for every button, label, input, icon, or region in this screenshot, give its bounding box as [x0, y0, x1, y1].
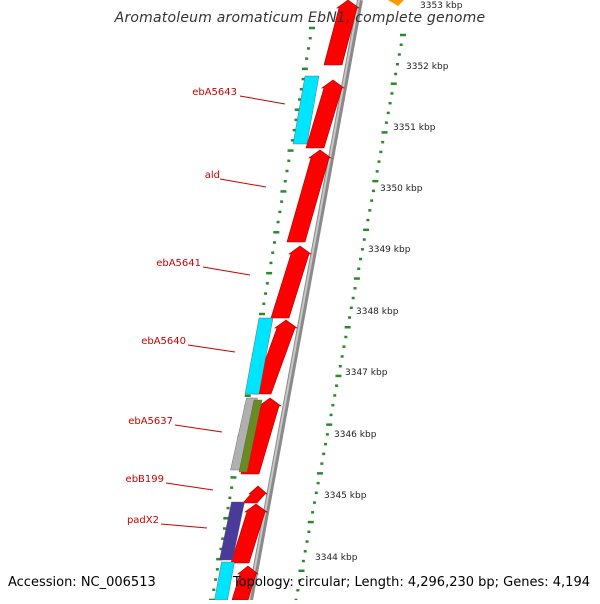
scale-label: 3345 kbp [324, 491, 367, 501]
reverse-cds-block [238, 399, 263, 473]
gene-label: ebB199 [126, 474, 164, 485]
gene-label: padX2 [127, 515, 159, 526]
gene-label: ald [205, 170, 220, 181]
reverse-cds-block [292, 75, 320, 145]
scale-label: 3344 kbp [315, 553, 358, 563]
forward-cds-arrow [323, 0, 360, 66]
gene-label: ebA5643 [192, 87, 237, 98]
gene-leader-line [165, 482, 214, 491]
scale-label: 3347 kbp [345, 368, 388, 378]
reverse-cds-block [219, 501, 245, 561]
forward-cds-arrow [252, 319, 298, 395]
gene-label: ebA5637 [128, 416, 173, 427]
scale-label: 3346 kbp [334, 430, 377, 440]
forward-cds-arrow [270, 245, 312, 319]
scale-label: 3350 kbp [380, 184, 423, 194]
forward-cds-arrow [286, 149, 332, 243]
gene-leader-line [239, 95, 286, 105]
scale-label: 3348 kbp [356, 307, 399, 317]
gene-label: ebA5641 [156, 258, 201, 269]
forward-cds-arrow [230, 503, 268, 564]
scale-label: 3351 kbp [393, 123, 436, 133]
accession-text: Accession: NC_006513 [8, 575, 156, 590]
gene-leader-line [160, 523, 208, 529]
reverse-cds-block [214, 561, 235, 601]
scale-label: 3353 kbp [420, 1, 463, 11]
gene-leader-line [219, 178, 267, 188]
forward-cds-arrow [242, 485, 268, 504]
gene-leader-line [202, 266, 251, 276]
orange-feature [388, 0, 404, 6]
scale-label: 3352 kbp [406, 62, 449, 72]
gene-label: ebA5640 [141, 336, 186, 347]
genome-title: Aromatoleum aromaticum EbN1, complete ge… [114, 10, 486, 26]
forward-cds-arrow [305, 79, 345, 149]
genome-summary-text: Topology: circular; Length: 4,296,230 bp… [232, 575, 590, 590]
genome-backbone-highlight [248, 0, 360, 601]
gene-leader-line [187, 344, 236, 353]
reverse-cds-block [244, 317, 274, 395]
scale-label: 3349 kbp [368, 245, 411, 255]
gene-leader-line [174, 424, 223, 433]
